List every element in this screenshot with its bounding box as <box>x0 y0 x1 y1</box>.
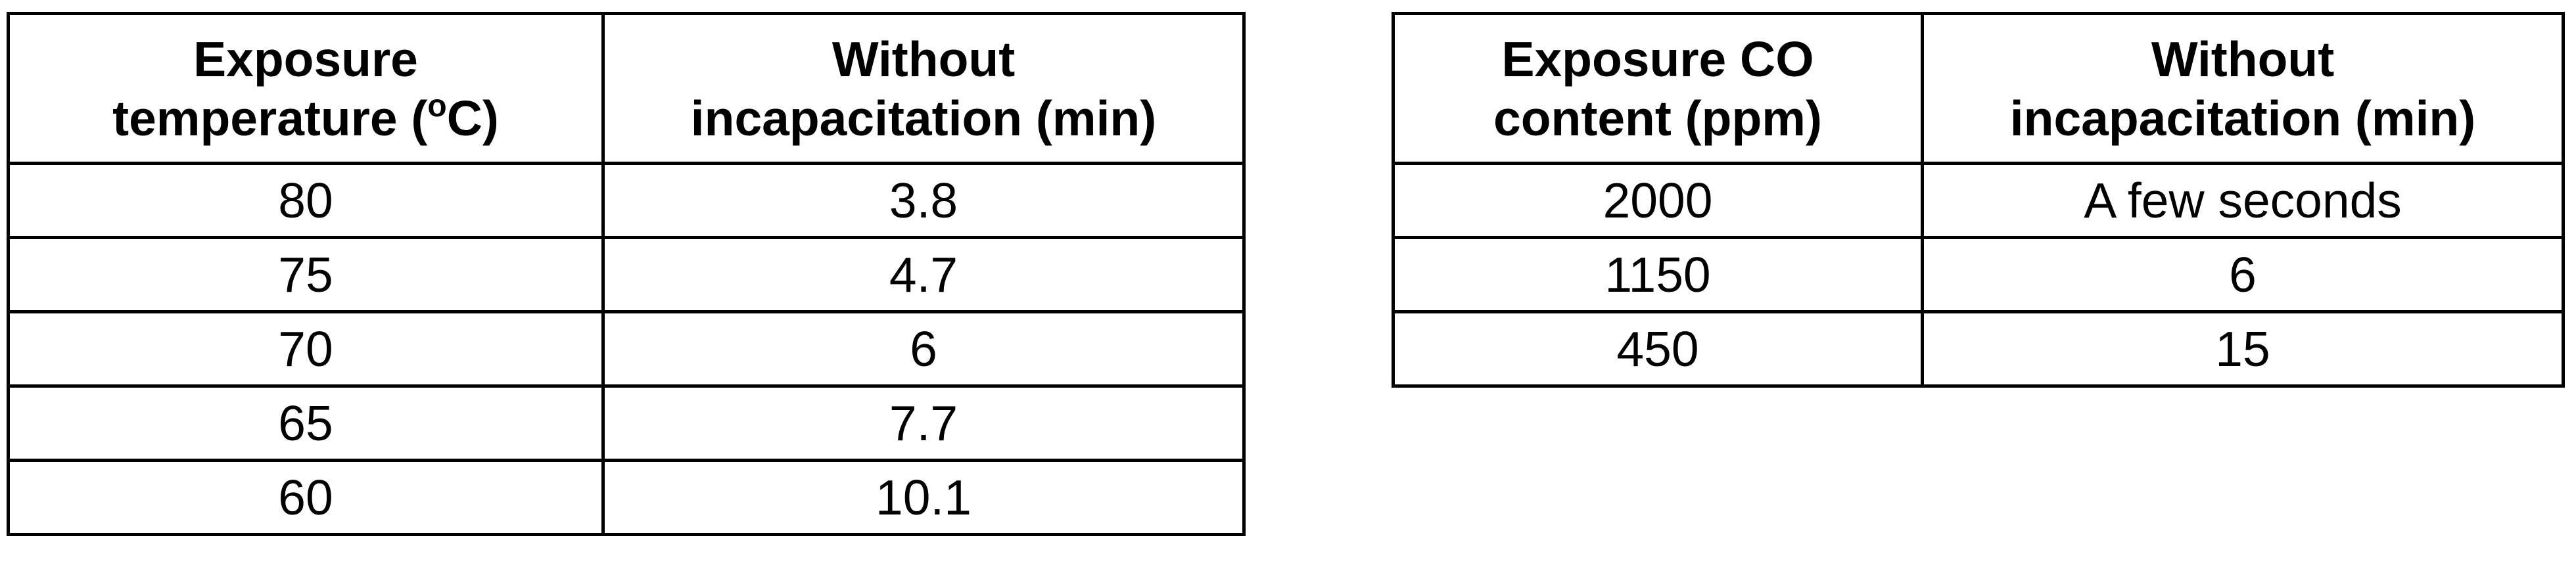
header-line: incapacitation (min) <box>690 90 1157 146</box>
header-line: content (ppm) <box>1493 90 1822 146</box>
temperature-cell: 65 <box>7 384 605 462</box>
temperature-cell: 75 <box>7 236 605 313</box>
temperature-cell: 70 <box>7 310 605 388</box>
co-ppm-cell: 1150 <box>1392 236 1924 313</box>
minutes-cell: 6 <box>601 310 1246 388</box>
header-without-incapacitation: Without incapacitation (min) <box>601 12 1246 165</box>
header-line: Exposure <box>193 31 418 87</box>
table-row: 60 10.1 <box>7 459 1246 536</box>
temperature-cell: 60 <box>7 459 605 536</box>
temperature-cell: 80 <box>7 162 605 239</box>
table-row: 2000 A few seconds <box>1392 162 2565 239</box>
table-header-row: Exposure temperature (oC) Without incapa… <box>7 12 1246 165</box>
minutes-cell: 4.7 <box>601 236 1246 313</box>
minutes-cell: 15 <box>1921 310 2565 388</box>
minutes-cell: A few seconds <box>1921 162 2565 239</box>
co-ppm-cell: 2000 <box>1392 162 1924 239</box>
table-row: 1150 6 <box>1392 236 2565 313</box>
header-line: Exposure CO <box>1501 31 1814 87</box>
table-row: 65 7.7 <box>7 384 1246 462</box>
table-header-row: Exposure CO content (ppm) Without incapa… <box>1392 12 2565 165</box>
header-exposure-co-content: Exposure CO content (ppm) <box>1392 12 1924 165</box>
table-row: 80 3.8 <box>7 162 1246 239</box>
degree-superscript: o <box>427 88 447 124</box>
header-line: Without <box>2151 31 2335 87</box>
table-row: 450 15 <box>1392 310 2565 388</box>
co-ppm-cell: 450 <box>1392 310 1924 388</box>
table-row: 70 6 <box>7 310 1246 388</box>
header-exposure-temperature: Exposure temperature (oC) <box>7 12 605 165</box>
co-exposure-table: Exposure CO content (ppm) Without incapa… <box>1392 12 2565 388</box>
minutes-cell: 6 <box>1921 236 2565 313</box>
temperature-exposure-table: Exposure temperature (oC) Without incapa… <box>7 12 1246 536</box>
header-line: incapacitation (min) <box>2009 90 2476 146</box>
minutes-cell: 3.8 <box>601 162 1246 239</box>
header-without-incapacitation: Without incapacitation (min) <box>1921 12 2565 165</box>
minutes-cell: 10.1 <box>601 459 1246 536</box>
minutes-cell: 7.7 <box>601 384 1246 462</box>
header-line: temperature ( <box>112 90 428 146</box>
table-row: 75 4.7 <box>7 236 1246 313</box>
header-line: C) <box>446 90 499 146</box>
header-line: Without <box>831 31 1016 87</box>
